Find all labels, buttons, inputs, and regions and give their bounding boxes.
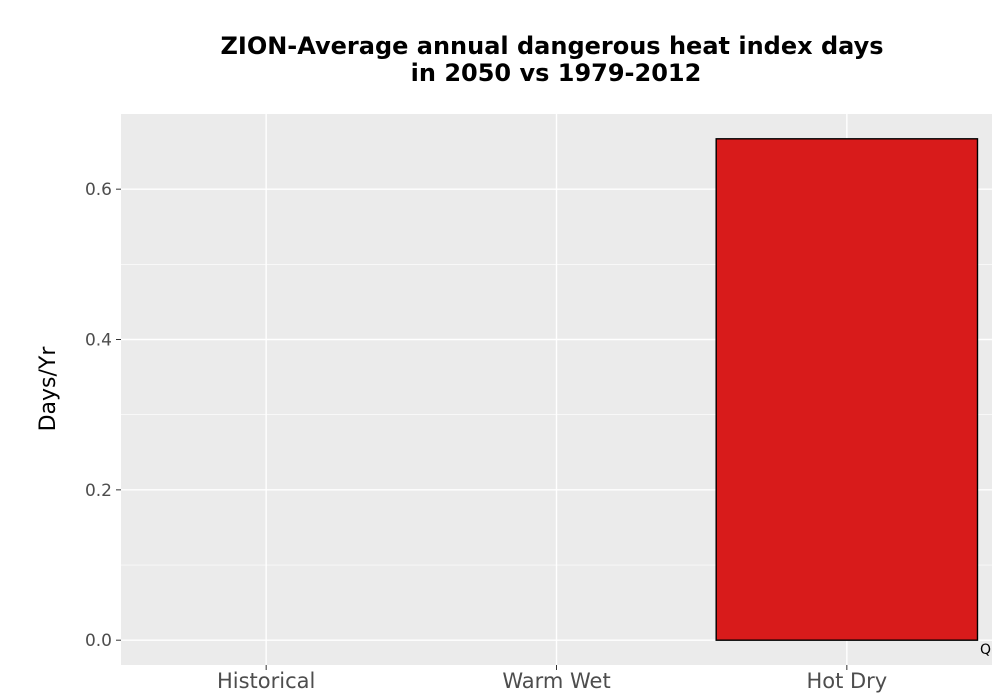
y-tick-label: 0.4 bbox=[85, 331, 112, 351]
x-tick-label: Hot Dry bbox=[806, 669, 887, 693]
y-tick-label: 0.6 bbox=[85, 180, 112, 200]
x-tick-label: Historical bbox=[217, 669, 315, 693]
y-axis-label: Days/Yr bbox=[36, 346, 61, 432]
chart-title-line-2: in 2050 vs 1979-2012 bbox=[411, 59, 702, 87]
bar-hot-dry bbox=[715, 138, 979, 641]
y-tick-labels: 0.0 0.2 0.4 0.6 bbox=[85, 180, 112, 651]
x-tick-label: Warm Wet bbox=[502, 669, 610, 693]
y-tick-label: 0.2 bbox=[85, 481, 112, 501]
y-tick-label: 0.0 bbox=[85, 631, 112, 651]
chart-title-line-1: ZION-Average annual dangerous heat index… bbox=[220, 32, 883, 60]
axis-ticks bbox=[116, 188, 848, 670]
bars bbox=[715, 138, 979, 641]
x-tick-labels: Historical Warm Wet Hot Dry bbox=[217, 669, 887, 693]
corner-annotation: Q bbox=[980, 642, 991, 658]
